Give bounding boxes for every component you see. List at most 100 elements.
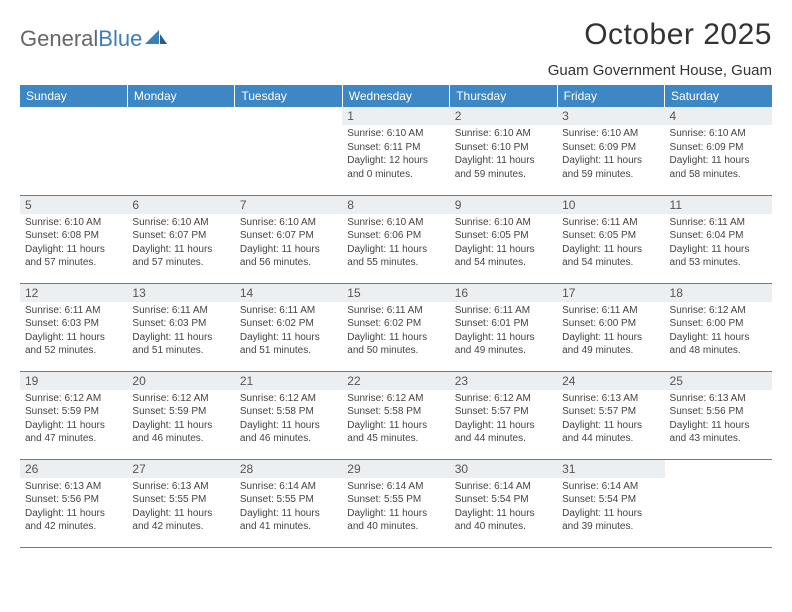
day-details: Sunrise: 6:14 AMSunset: 5:55 PMDaylight:… [235,478,342,538]
calendar-row: 19Sunrise: 6:12 AMSunset: 5:59 PMDayligh… [20,371,772,459]
month-title: October 2025 [548,18,772,52]
calendar-day: 3Sunrise: 6:10 AMSunset: 6:09 PMDaylight… [557,107,664,195]
logo-text-2: Blue [98,26,142,52]
calendar-day: 29Sunrise: 6:14 AMSunset: 5:55 PMDayligh… [342,459,449,547]
calendar-day: 28Sunrise: 6:14 AMSunset: 5:55 PMDayligh… [235,459,342,547]
calendar-day: 23Sunrise: 6:12 AMSunset: 5:57 PMDayligh… [450,371,557,459]
day-details: Sunrise: 6:13 AMSunset: 5:55 PMDaylight:… [127,478,234,538]
calendar-day: 17Sunrise: 6:11 AMSunset: 6:00 PMDayligh… [557,283,664,371]
day-number: 22 [342,372,449,390]
calendar-day: 2Sunrise: 6:10 AMSunset: 6:10 PMDaylight… [450,107,557,195]
calendar-day: 19Sunrise: 6:12 AMSunset: 5:59 PMDayligh… [20,371,127,459]
day-number: 26 [20,460,127,478]
day-number: 5 [20,196,127,214]
day-number: 24 [557,372,664,390]
day-details: Sunrise: 6:10 AMSunset: 6:09 PMDaylight:… [665,125,772,185]
day-details: Sunrise: 6:11 AMSunset: 6:00 PMDaylight:… [557,302,664,362]
day-details: Sunrise: 6:13 AMSunset: 5:57 PMDaylight:… [557,390,664,450]
day-details: Sunrise: 6:10 AMSunset: 6:09 PMDaylight:… [557,125,664,185]
calendar-empty [20,107,127,195]
calendar-day: 10Sunrise: 6:11 AMSunset: 6:05 PMDayligh… [557,195,664,283]
day-number: 9 [450,196,557,214]
calendar-day: 11Sunrise: 6:11 AMSunset: 6:04 PMDayligh… [665,195,772,283]
calendar-day: 16Sunrise: 6:11 AMSunset: 6:01 PMDayligh… [450,283,557,371]
logo-text-1: General [20,26,98,52]
weekday-header: Sunday [20,85,127,107]
weekday-header: Wednesday [342,85,449,107]
calendar-day: 9Sunrise: 6:10 AMSunset: 6:05 PMDaylight… [450,195,557,283]
calendar-day: 15Sunrise: 6:11 AMSunset: 6:02 PMDayligh… [342,283,449,371]
weekday-header-row: SundayMondayTuesdayWednesdayThursdayFrid… [20,85,772,107]
calendar-day: 31Sunrise: 6:14 AMSunset: 5:54 PMDayligh… [557,459,664,547]
day-details: Sunrise: 6:12 AMSunset: 5:58 PMDaylight:… [342,390,449,450]
day-details: Sunrise: 6:12 AMSunset: 5:59 PMDaylight:… [20,390,127,450]
day-details: Sunrise: 6:11 AMSunset: 6:04 PMDaylight:… [665,214,772,274]
day-number: 15 [342,284,449,302]
weekday-header: Thursday [450,85,557,107]
day-details: Sunrise: 6:11 AMSunset: 6:02 PMDaylight:… [235,302,342,362]
day-number: 31 [557,460,664,478]
calendar-day: 22Sunrise: 6:12 AMSunset: 5:58 PMDayligh… [342,371,449,459]
day-details: Sunrise: 6:10 AMSunset: 6:10 PMDaylight:… [450,125,557,185]
day-details: Sunrise: 6:11 AMSunset: 6:03 PMDaylight:… [127,302,234,362]
calendar-day: 18Sunrise: 6:12 AMSunset: 6:00 PMDayligh… [665,283,772,371]
day-number: 30 [450,460,557,478]
calendar-day: 7Sunrise: 6:10 AMSunset: 6:07 PMDaylight… [235,195,342,283]
logo: GeneralBlue [20,18,167,52]
calendar-day: 27Sunrise: 6:13 AMSunset: 5:55 PMDayligh… [127,459,234,547]
logo-sail-icon [145,30,167,46]
day-number: 10 [557,196,664,214]
location: Guam Government House, Guam [548,62,772,79]
day-details: Sunrise: 6:11 AMSunset: 6:02 PMDaylight:… [342,302,449,362]
day-details: Sunrise: 6:10 AMSunset: 6:07 PMDaylight:… [235,214,342,274]
day-number: 21 [235,372,342,390]
day-number: 17 [557,284,664,302]
day-number: 29 [342,460,449,478]
weekday-header: Tuesday [235,85,342,107]
calendar-day: 5Sunrise: 6:10 AMSunset: 6:08 PMDaylight… [20,195,127,283]
day-details: Sunrise: 6:11 AMSunset: 6:01 PMDaylight:… [450,302,557,362]
calendar-empty [665,459,772,547]
day-number: 18 [665,284,772,302]
calendar-day: 30Sunrise: 6:14 AMSunset: 5:54 PMDayligh… [450,459,557,547]
day-details: Sunrise: 6:14 AMSunset: 5:54 PMDaylight:… [450,478,557,538]
day-number: 14 [235,284,342,302]
day-details: Sunrise: 6:12 AMSunset: 5:57 PMDaylight:… [450,390,557,450]
calendar-table: SundayMondayTuesdayWednesdayThursdayFrid… [20,85,772,548]
day-number: 6 [127,196,234,214]
day-number: 8 [342,196,449,214]
day-details: Sunrise: 6:13 AMSunset: 5:56 PMDaylight:… [665,390,772,450]
day-details: Sunrise: 6:10 AMSunset: 6:08 PMDaylight:… [20,214,127,274]
weekday-header: Monday [127,85,234,107]
day-number: 11 [665,196,772,214]
day-number: 1 [342,107,449,125]
day-number: 7 [235,196,342,214]
day-details: Sunrise: 6:11 AMSunset: 6:05 PMDaylight:… [557,214,664,274]
day-number: 27 [127,460,234,478]
calendar-day: 12Sunrise: 6:11 AMSunset: 6:03 PMDayligh… [20,283,127,371]
day-number: 4 [665,107,772,125]
weekday-header: Saturday [665,85,772,107]
day-details: Sunrise: 6:12 AMSunset: 5:58 PMDaylight:… [235,390,342,450]
day-details: Sunrise: 6:10 AMSunset: 6:07 PMDaylight:… [127,214,234,274]
day-details: Sunrise: 6:13 AMSunset: 5:56 PMDaylight:… [20,478,127,538]
calendar-day: 21Sunrise: 6:12 AMSunset: 5:58 PMDayligh… [235,371,342,459]
day-details: Sunrise: 6:12 AMSunset: 5:59 PMDaylight:… [127,390,234,450]
calendar-day: 25Sunrise: 6:13 AMSunset: 5:56 PMDayligh… [665,371,772,459]
calendar-row: 26Sunrise: 6:13 AMSunset: 5:56 PMDayligh… [20,459,772,547]
day-number: 25 [665,372,772,390]
calendar-day: 26Sunrise: 6:13 AMSunset: 5:56 PMDayligh… [20,459,127,547]
day-details: Sunrise: 6:14 AMSunset: 5:54 PMDaylight:… [557,478,664,538]
day-details: Sunrise: 6:12 AMSunset: 6:00 PMDaylight:… [665,302,772,362]
calendar-day: 4Sunrise: 6:10 AMSunset: 6:09 PMDaylight… [665,107,772,195]
day-number: 2 [450,107,557,125]
calendar-body: 1Sunrise: 6:10 AMSunset: 6:11 PMDaylight… [20,107,772,547]
day-number: 19 [20,372,127,390]
calendar-row: 12Sunrise: 6:11 AMSunset: 6:03 PMDayligh… [20,283,772,371]
header: GeneralBlue October 2025 Guam Government… [20,18,772,79]
day-details: Sunrise: 6:10 AMSunset: 6:06 PMDaylight:… [342,214,449,274]
calendar-day: 24Sunrise: 6:13 AMSunset: 5:57 PMDayligh… [557,371,664,459]
calendar-row: 1Sunrise: 6:10 AMSunset: 6:11 PMDaylight… [20,107,772,195]
day-details: Sunrise: 6:10 AMSunset: 6:11 PMDaylight:… [342,125,449,185]
day-number: 13 [127,284,234,302]
